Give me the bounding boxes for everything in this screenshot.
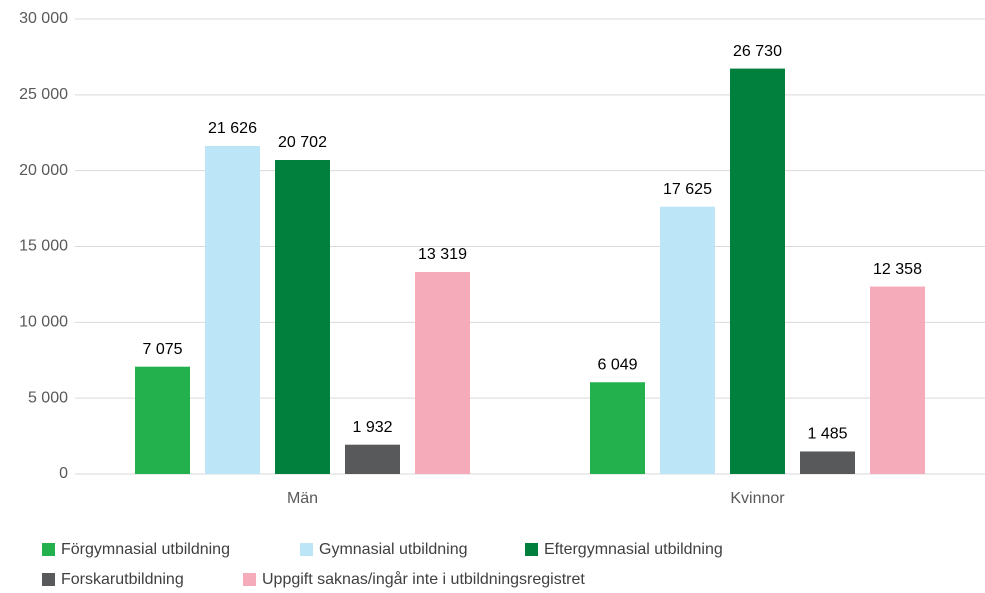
value-label: 26 730 bbox=[733, 43, 782, 60]
legend-label: Förgymnasial utbildning bbox=[61, 541, 230, 558]
legend-label: Forskarutbildning bbox=[61, 571, 184, 588]
legend-label: Uppgift saknas/ingår inte i utbildningsr… bbox=[262, 570, 585, 588]
value-label: 20 702 bbox=[278, 134, 327, 151]
legend-swatch bbox=[42, 543, 55, 556]
value-label: 1 932 bbox=[352, 419, 392, 436]
bar bbox=[800, 451, 855, 474]
bar bbox=[870, 286, 925, 474]
legend-swatch bbox=[243, 573, 256, 586]
bar bbox=[415, 271, 470, 474]
value-label: 13 319 bbox=[418, 246, 467, 263]
bar bbox=[205, 146, 260, 474]
y-tick-label: 20 000 bbox=[19, 162, 68, 179]
bar bbox=[135, 366, 190, 474]
legend-swatch bbox=[525, 543, 538, 556]
value-label: 17 625 bbox=[663, 181, 712, 198]
y-tick-label: 30 000 bbox=[19, 10, 68, 27]
bar bbox=[275, 160, 330, 475]
y-tick-label: 0 bbox=[59, 465, 68, 482]
value-label: 12 358 bbox=[873, 261, 922, 278]
bar bbox=[730, 68, 785, 474]
legend-label: Eftergymnasial utbildning bbox=[544, 541, 723, 558]
bar bbox=[660, 206, 715, 474]
legend-label: Gymnasial utbildning bbox=[319, 541, 468, 558]
x-tick-label: Kvinnor bbox=[730, 490, 785, 507]
value-label: 7 075 bbox=[142, 341, 182, 358]
value-label: 21 626 bbox=[208, 120, 257, 137]
y-tick-label: 5 000 bbox=[28, 389, 68, 406]
legend-swatch bbox=[42, 573, 55, 586]
bar bbox=[345, 444, 400, 474]
y-tick-label: 10 000 bbox=[19, 314, 68, 331]
value-label: 6 049 bbox=[597, 356, 637, 373]
x-tick-label: Män bbox=[287, 490, 318, 507]
y-tick-label: 25 000 bbox=[19, 86, 68, 103]
value-label: 1 485 bbox=[807, 426, 847, 443]
legend-swatch bbox=[300, 543, 313, 556]
y-tick-label: 15 000 bbox=[19, 238, 68, 255]
bar bbox=[590, 382, 645, 474]
